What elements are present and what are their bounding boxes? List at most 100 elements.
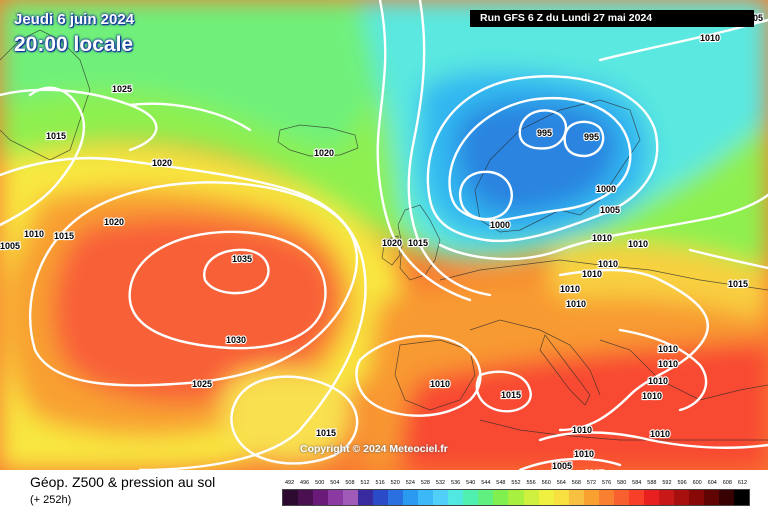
scale-swatch: [298, 490, 314, 505]
scale-swatch: [508, 490, 524, 505]
scale-label: 520: [390, 480, 400, 486]
ireland-coast: [381, 235, 401, 266]
scale-label: 544: [481, 480, 491, 486]
isobar-label: 1015: [728, 279, 748, 289]
scale-swatch: [358, 490, 374, 505]
isobar-label: 1015: [501, 390, 521, 400]
scale-label: 504: [330, 480, 340, 486]
isobar-label: 1025: [192, 379, 212, 389]
scale-swatch: [538, 490, 554, 505]
isobar-label: 1010: [560, 284, 580, 294]
scale-label: 528: [420, 480, 430, 486]
forecast-local-time: 20:00 locale: [14, 33, 134, 56]
scale-label: 492: [284, 480, 295, 486]
isobar-label: 1015: [408, 238, 428, 248]
iberia-coast: [394, 339, 476, 411]
scale-swatch: [628, 490, 644, 505]
isobar-label: 995: [584, 132, 599, 142]
isobar-label: 1005: [0, 241, 20, 251]
isobar-labels: 1025 1015 1020 1020 1020 1010 1015 1005 1035 1030…: [0, 12, 764, 470]
isobar-label: 1020: [152, 158, 172, 168]
scale-label: 576: [601, 480, 612, 486]
scale-label: 496: [300, 480, 310, 486]
scale-swatch: [643, 490, 659, 505]
scale-label: 500: [315, 480, 325, 486]
isobar-1015-atl: [407, 0, 492, 297]
run-banner: Run GFS 6 Z du Lundi 27 mai 2024: [470, 10, 754, 27]
isobar-label: 1010: [24, 229, 44, 239]
scale-label: 596: [677, 480, 687, 486]
scale-label: 612: [737, 480, 748, 486]
isobar-label: 1015: [316, 428, 336, 438]
scale-swatch: [478, 490, 494, 505]
isobar-label: 1010: [566, 299, 586, 309]
isobar-1035: [203, 248, 270, 295]
scale-swatch: [583, 490, 599, 505]
isobar-1010-north: [438, 193, 768, 261]
scale-swatch: [433, 490, 449, 505]
isobar-1030: [128, 230, 327, 350]
scale-label: 556: [526, 480, 536, 486]
scale-swatch: [463, 490, 479, 505]
weather-map: 1025 1015 1020 1020 1020 1010 1015 1005 1035 1030…: [0, 0, 768, 470]
isobar-label: 1020: [104, 217, 124, 227]
isobar-label: 1010: [592, 233, 612, 243]
scale-swatch: [673, 490, 689, 505]
isobar-label: 1015: [54, 231, 74, 241]
isobar-1015-east: [688, 248, 768, 270]
isobar-label: 1010: [658, 344, 678, 354]
isobar-label: 1005: [600, 205, 620, 215]
scale-label: 604: [707, 480, 717, 486]
field-yellow-sw: [220, 367, 354, 464]
isobar-1010-south: [538, 431, 768, 449]
scale-swatch: [343, 490, 359, 505]
isobar-label: 1010: [572, 425, 592, 435]
scale-label: 540: [466, 480, 476, 486]
isobar-label: 1010: [430, 379, 450, 389]
isobar-1020-west: [0, 156, 367, 470]
forecast-hour: (+ 252h): [30, 494, 72, 506]
isobar-1005: [426, 75, 659, 243]
italy-coast: [539, 334, 591, 406]
legend-panel: Géop. Z500 & pression au sol (+ 252h) 49…: [0, 470, 768, 512]
scale-swatch: [553, 490, 569, 505]
isobar-label: 1010: [650, 429, 670, 439]
isobar-1015-west: [0, 86, 86, 227]
forecast-date: Jeudi 6 juin 2024: [14, 11, 135, 28]
scale-label: 600: [692, 480, 702, 486]
scale-label: 552: [511, 480, 521, 486]
scale-swatch: [613, 490, 629, 505]
europe-coast: [439, 259, 768, 441]
isobar-label: 995: [537, 128, 552, 138]
isobar-1010-ne: [598, 18, 768, 62]
scale-swatch: [523, 490, 539, 505]
scale-label: 516: [375, 480, 385, 486]
scale-swatch: [493, 490, 509, 505]
isobar-1025-north: [0, 88, 252, 152]
isobar-label: 1010: [574, 449, 594, 459]
scale-label: 572: [586, 480, 597, 486]
scale-label: 536: [451, 480, 461, 486]
isobar-label: 1030: [226, 335, 246, 345]
scale-label: 560: [541, 480, 551, 486]
scale-label: 584: [632, 480, 642, 486]
scale-label: 512: [360, 480, 370, 486]
scale-swatch: [718, 490, 734, 505]
scale-swatch: [313, 490, 329, 505]
isobar-1020-atl: [376, 0, 472, 302]
isobar-label: 1020: [314, 148, 334, 158]
scale-label: 508: [345, 480, 355, 486]
scale-label: 580: [617, 480, 627, 486]
isobar-1005-south: [518, 457, 622, 470]
scale-label: 592: [662, 480, 672, 486]
isobar-label: 1025: [112, 84, 132, 94]
isobar-label: 1010: [582, 269, 602, 279]
isobar-1010-med-east: [618, 328, 708, 412]
isobar-1010-iberia: [355, 334, 482, 417]
product-title: Géop. Z500 & pression au sol: [30, 474, 216, 490]
greenland-coast: [0, 29, 91, 161]
isobar-1010-europe: [558, 268, 710, 432]
scale-swatch: [568, 490, 584, 505]
scale-swatch: [403, 490, 419, 505]
copyright-notice: Copyright © 2024 Meteociel.fr: [300, 443, 448, 455]
